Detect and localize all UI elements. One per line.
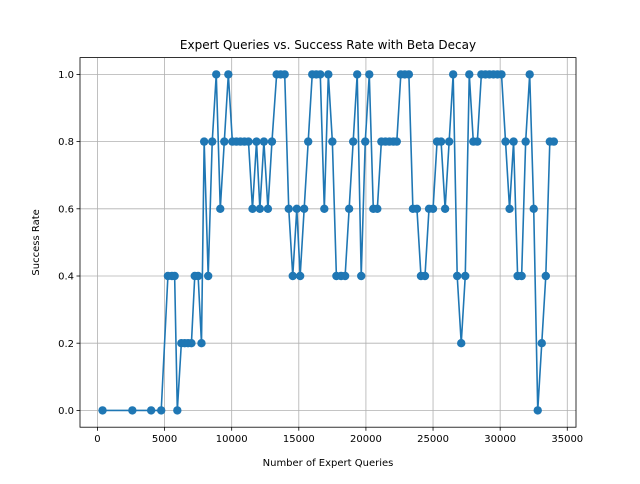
data-point — [208, 137, 217, 146]
data-point — [537, 339, 546, 348]
x-tick-label: 30000 — [484, 434, 516, 445]
plot-area — [80, 57, 576, 428]
data-point — [440, 204, 450, 213]
data-point — [473, 137, 482, 146]
data-point — [457, 339, 466, 348]
data-point — [248, 204, 257, 213]
data-point — [340, 271, 350, 281]
data-point — [295, 271, 305, 281]
data-point — [128, 406, 137, 415]
y-axis-label: Success Rate — [31, 209, 42, 275]
data-point — [348, 137, 358, 146]
data-point — [541, 271, 550, 281]
x-axis-label: Number of Expert Queries — [263, 458, 394, 469]
y-tick-label: 0.4 — [58, 272, 74, 283]
x-tick-label: 5000 — [152, 434, 177, 445]
data-point — [292, 204, 301, 213]
data-point — [187, 339, 196, 348]
data-point — [316, 70, 325, 79]
data-point — [373, 204, 382, 213]
data-point — [255, 204, 265, 213]
data-point — [352, 70, 362, 79]
data-point — [357, 271, 366, 281]
data-point — [280, 70, 289, 79]
data-point — [157, 406, 166, 415]
data-point — [428, 204, 438, 213]
y-tick-label: 0.8 — [58, 137, 74, 148]
y-tick-label: 0.6 — [58, 204, 74, 215]
data-point — [444, 137, 454, 146]
data-point — [529, 204, 538, 213]
data-point — [244, 137, 253, 146]
data-point — [365, 70, 374, 79]
data-point — [299, 204, 309, 213]
y-tick-label: 0.2 — [58, 339, 74, 350]
data-point — [420, 271, 430, 281]
data-point — [288, 271, 297, 281]
x-tick-label: 10000 — [216, 434, 248, 445]
data-point — [320, 204, 329, 213]
x-tick-label: 0 — [94, 434, 100, 445]
data-point — [146, 406, 156, 415]
data-point — [361, 137, 370, 146]
data-point — [436, 137, 446, 146]
data-point — [263, 204, 273, 213]
data-point — [216, 204, 225, 213]
data-point — [465, 70, 474, 79]
data-point — [404, 70, 414, 79]
data-point — [501, 137, 510, 146]
data-point — [448, 70, 458, 79]
data-point — [453, 271, 462, 281]
y-tick-label: 0.0 — [58, 406, 74, 417]
data-point — [98, 406, 107, 415]
x-tick-label: 15000 — [283, 434, 315, 445]
data-point — [203, 271, 213, 281]
data-point — [344, 204, 354, 213]
data-point — [224, 70, 233, 79]
x-tick-label: 25000 — [417, 434, 449, 445]
y-tick-label: 1.0 — [58, 70, 74, 81]
data-point — [173, 406, 182, 415]
data-point — [324, 70, 333, 79]
data-point — [497, 70, 506, 79]
data-point — [259, 137, 269, 146]
series-layer — [98, 70, 559, 415]
x-tick-label: 20000 — [350, 434, 382, 445]
x-tick-label: 35000 — [551, 434, 583, 445]
data-point — [517, 271, 526, 281]
data-point — [220, 137, 229, 146]
data-point — [509, 137, 518, 146]
data-point — [412, 204, 422, 213]
data-point — [267, 137, 277, 146]
data-point — [193, 271, 203, 281]
data-point — [461, 271, 470, 281]
data-point — [328, 137, 337, 146]
data-point — [549, 137, 559, 146]
data-point — [505, 204, 514, 213]
data-point — [533, 406, 542, 415]
chart-title: Expert Queries vs. Success Rate with Bet… — [180, 38, 476, 52]
data-point — [521, 137, 530, 146]
tick-layer: 0 5000 10000 15000 20000 25000 30000 35000 0.0 0.… — [58, 70, 583, 445]
data-point — [525, 70, 534, 79]
data-point — [170, 271, 179, 281]
data-point — [304, 137, 313, 146]
plot-frame — [79, 57, 577, 428]
data-point — [199, 137, 209, 146]
data-point — [252, 137, 261, 146]
data-point — [392, 137, 401, 146]
data-point — [197, 339, 206, 348]
data-point — [284, 204, 293, 213]
data-point — [212, 70, 221, 79]
